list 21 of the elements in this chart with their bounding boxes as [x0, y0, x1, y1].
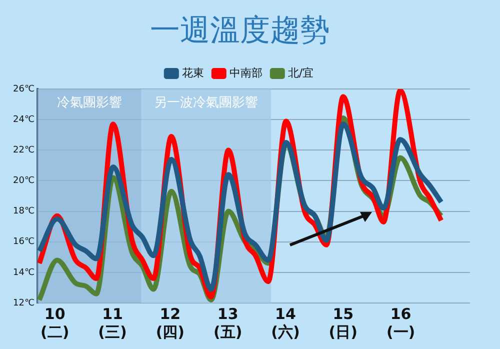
- y-tick-label: 18℃: [12, 206, 35, 217]
- y-tick-label: 16℃: [12, 237, 35, 248]
- legend-label: 北/宜: [288, 66, 314, 80]
- x-tick-label: 14 (六): [271, 304, 300, 341]
- y-tick-label: 14℃: [12, 268, 35, 278]
- x-tick-label: 16 (一): [386, 304, 416, 341]
- legend-label: 中南部: [229, 66, 262, 80]
- x-tick-label: 12 (四): [156, 304, 185, 341]
- y-tick-label: 26℃: [12, 84, 35, 94]
- y-tick-label: 22℃: [12, 145, 35, 156]
- x-tick-label: 11 (三): [98, 304, 127, 341]
- band-label: 冷氣團影響: [56, 95, 122, 110]
- x-tick-label: 15 (日): [328, 304, 358, 341]
- band-label: 另一波冷氣團影響: [154, 95, 258, 110]
- y-tick-label: 20℃: [12, 176, 35, 186]
- x-tick-label: 10 (二): [40, 304, 70, 341]
- x-tick-label: 13 (五): [213, 304, 242, 341]
- chart-title: 一週溫度趨勢: [150, 12, 330, 48]
- y-tick-label: 12℃: [12, 298, 35, 308]
- legend-label: 花東: [182, 66, 204, 80]
- y-tick-label: 24℃: [12, 114, 35, 125]
